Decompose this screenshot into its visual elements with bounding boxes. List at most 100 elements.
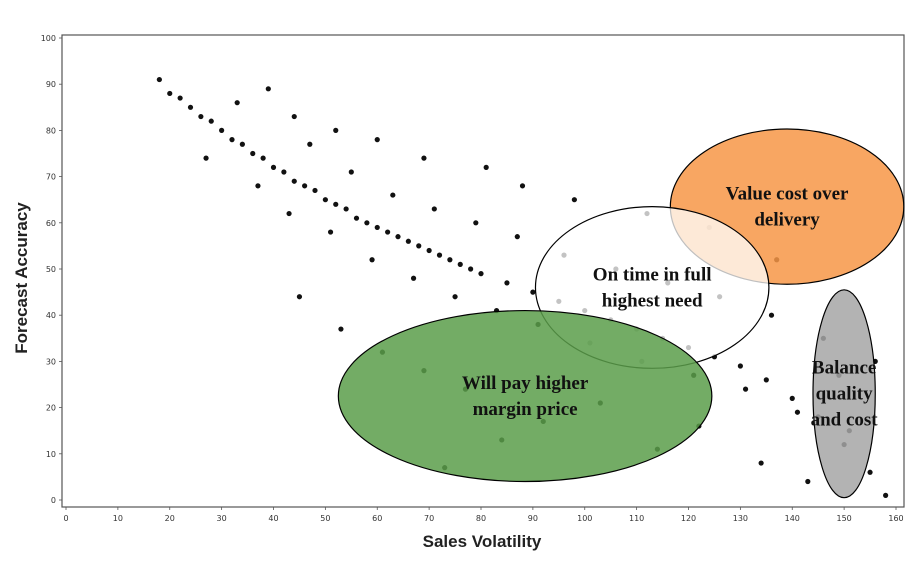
data-point xyxy=(737,363,743,369)
data-point xyxy=(265,86,271,92)
data-point xyxy=(348,169,354,175)
data-point xyxy=(208,118,214,124)
segment-ellipse xyxy=(337,309,713,483)
data-point xyxy=(514,234,520,240)
segment-will-pay-higher-margin-price: Will pay higher margin price xyxy=(337,309,713,483)
y-tick-label: 10 xyxy=(46,450,56,459)
data-point xyxy=(302,183,308,189)
data-point xyxy=(286,210,292,217)
data-point xyxy=(504,280,510,286)
x-tick-label: 0 xyxy=(63,514,68,523)
x-tick-label: 10 xyxy=(113,514,123,523)
ticks-layer: 0 10 20 30 40 50 60 70 80 90 100 110 120 130 140 150 160… xyxy=(41,34,904,523)
data-point xyxy=(353,215,360,221)
x-tick-label: 120 xyxy=(681,514,696,523)
data-point xyxy=(794,409,801,415)
data-point xyxy=(177,95,183,101)
segments-layer: Value cost over delivery On time in full hi… xyxy=(337,128,905,499)
segment-label: delivery xyxy=(754,210,820,231)
data-point xyxy=(758,460,764,466)
data-point xyxy=(187,104,194,110)
data-point xyxy=(385,229,391,235)
data-point xyxy=(530,289,536,295)
data-point xyxy=(203,155,209,161)
data-point xyxy=(239,141,245,147)
data-point xyxy=(883,492,889,498)
data-point xyxy=(338,326,344,332)
data-point xyxy=(805,478,811,485)
data-point xyxy=(312,187,318,194)
data-point xyxy=(768,312,775,318)
data-point xyxy=(390,192,396,198)
x-tick-label: 160 xyxy=(888,514,903,523)
y-tick-label: 0 xyxy=(51,496,56,505)
y-tick-label: 100 xyxy=(41,34,56,43)
data-point xyxy=(426,247,432,254)
segment-label: highest need xyxy=(602,290,703,311)
data-point xyxy=(571,197,577,203)
data-point xyxy=(519,183,526,189)
data-point xyxy=(255,183,261,189)
segment-label: On time in full xyxy=(593,264,712,285)
data-point xyxy=(343,206,349,212)
data-point xyxy=(364,220,370,226)
segment-ellipse xyxy=(812,289,876,499)
data-point xyxy=(436,252,443,258)
y-tick-label: 50 xyxy=(46,265,56,274)
data-point xyxy=(763,377,769,383)
x-tick-label: 20 xyxy=(165,514,175,523)
data-point xyxy=(431,206,437,212)
data-point xyxy=(333,127,339,133)
data-point xyxy=(742,386,749,392)
data-point xyxy=(291,178,297,184)
segment-label: quality xyxy=(816,384,874,405)
data-point xyxy=(478,271,484,277)
y-tick-label: 40 xyxy=(46,311,56,320)
x-tick-label: 70 xyxy=(424,514,434,523)
x-tick-label: 130 xyxy=(733,514,748,523)
segment-label: Will pay higher xyxy=(462,373,589,394)
segment-label: Balance xyxy=(812,358,876,379)
y-tick-label: 90 xyxy=(46,80,56,89)
y-tick-label: 30 xyxy=(46,357,56,366)
data-point xyxy=(374,224,380,231)
data-point xyxy=(473,220,479,226)
data-point xyxy=(789,395,795,401)
x-tick-label: 150 xyxy=(836,514,851,523)
data-point xyxy=(867,469,873,475)
y-tick-label: 80 xyxy=(46,126,56,135)
data-point xyxy=(468,266,474,272)
data-point xyxy=(307,141,313,147)
data-point xyxy=(405,238,411,244)
y-tick-label: 60 xyxy=(46,219,56,228)
data-point xyxy=(281,169,287,175)
data-point xyxy=(156,76,162,83)
y-tick-label: 70 xyxy=(46,173,56,182)
data-point xyxy=(452,294,458,300)
data-point xyxy=(395,234,401,240)
data-point xyxy=(250,150,256,157)
x-tick-label: 30 xyxy=(217,514,227,523)
segment-label: margin price xyxy=(473,399,578,420)
segment-label: and cost xyxy=(811,410,879,431)
data-point xyxy=(229,137,235,143)
x-tick-label: 140 xyxy=(785,514,800,523)
data-point xyxy=(416,243,422,249)
data-point xyxy=(457,261,463,267)
y-axis-title: Forecast Accuracy xyxy=(12,202,31,354)
x-tick-label: 40 xyxy=(268,514,278,523)
x-tick-label: 100 xyxy=(577,514,592,523)
data-point xyxy=(167,90,173,97)
data-point xyxy=(219,127,225,133)
x-tick-label: 50 xyxy=(320,514,330,523)
x-tick-label: 80 xyxy=(476,514,486,523)
x-axis-title: Sales Volatility xyxy=(423,532,542,551)
data-point xyxy=(410,275,417,281)
data-point xyxy=(369,257,375,263)
data-point xyxy=(296,294,303,300)
segment-balance-quality-and-cost: Balance quality and cost xyxy=(811,289,879,499)
data-point xyxy=(270,164,277,170)
data-point xyxy=(374,137,380,143)
data-point xyxy=(291,113,297,120)
